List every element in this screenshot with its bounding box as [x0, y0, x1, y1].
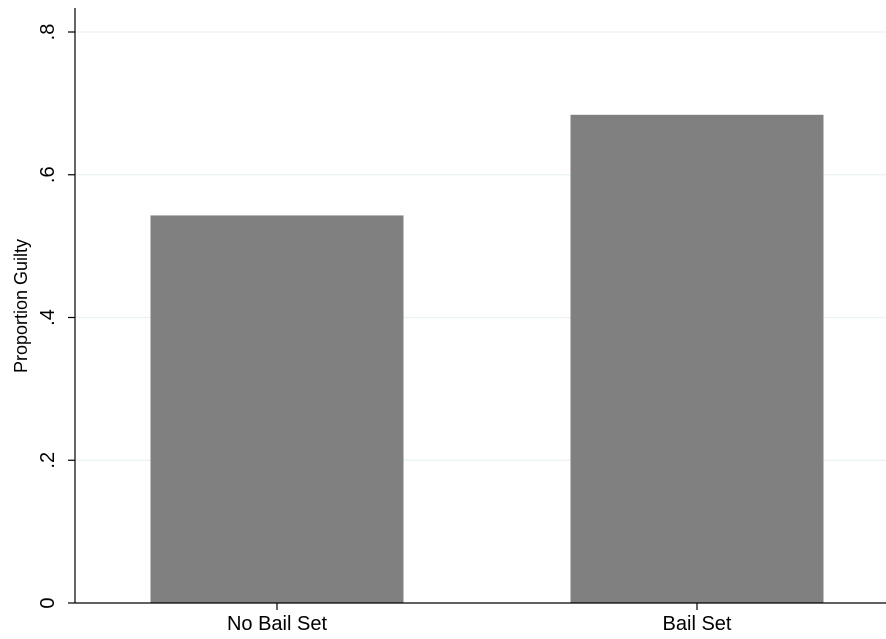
- y-tick-label: .6: [37, 166, 59, 183]
- x-tick-label: Bail Set: [663, 613, 732, 635]
- y-tick-label: .8: [37, 24, 59, 41]
- y-ticks: 0 .2 .4 .6 .8: [37, 24, 75, 609]
- bar-bail-set: [570, 114, 824, 604]
- x-ticks: No Bail Set Bail Set: [227, 603, 732, 635]
- y-tick-label: .2: [37, 452, 59, 469]
- axes: [74, 8, 886, 604]
- x-tick-label: No Bail Set: [227, 613, 327, 635]
- bars: [150, 114, 824, 604]
- bar-no-bail-set: [150, 215, 404, 603]
- y-axis-title: Proportion Guilty: [11, 239, 31, 373]
- y-tick-label: 0: [37, 597, 59, 608]
- y-tick-label: .4: [37, 309, 59, 326]
